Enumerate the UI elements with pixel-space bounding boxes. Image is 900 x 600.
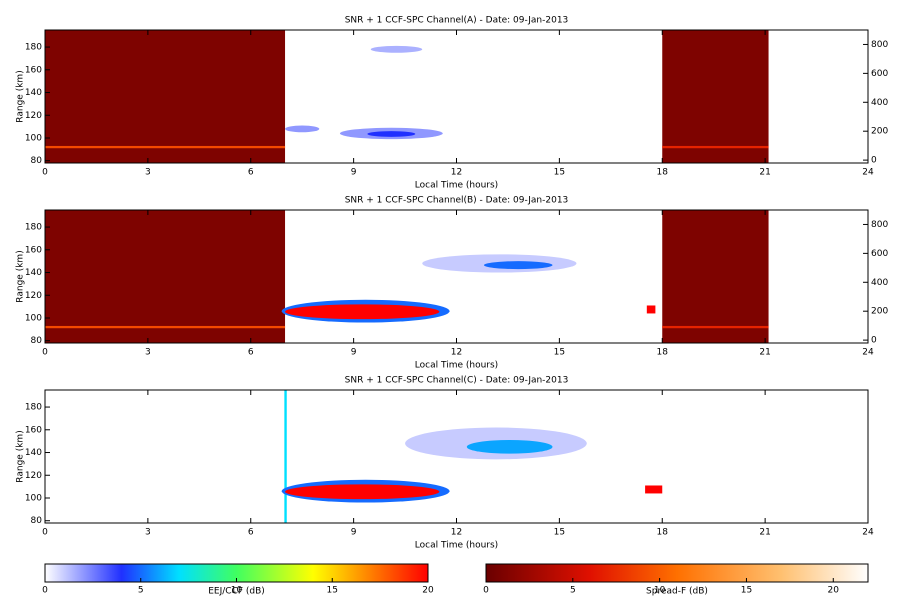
x-tick-label: 9 bbox=[351, 528, 357, 538]
y-tick-label: 100 bbox=[25, 133, 42, 143]
x-tick-label: 18 bbox=[657, 168, 669, 178]
y-tick-label: 120 bbox=[25, 291, 42, 301]
x-tick-label: 15 bbox=[554, 528, 565, 538]
x-tick-label: 0 bbox=[42, 348, 48, 358]
chart-title: SNR + 1 CCF-SPC Channel(B) - Date: 09-Ja… bbox=[345, 196, 569, 206]
heatmap-feature bbox=[45, 145, 286, 149]
heatmap-feature bbox=[370, 45, 423, 53]
colorbar-tick-label: 5 bbox=[138, 586, 144, 596]
y2-tick-label: 800 bbox=[871, 220, 888, 230]
heatmap-feature bbox=[285, 484, 440, 500]
y-tick-label: 80 bbox=[31, 516, 43, 526]
x-tick-label: 0 bbox=[42, 168, 48, 178]
y-axis-label: Range (km) bbox=[16, 70, 26, 122]
y-tick-label: 100 bbox=[25, 493, 42, 503]
heatmap-feature bbox=[662, 325, 769, 329]
heatmap-feature bbox=[662, 210, 769, 343]
heatmap-cells bbox=[45, 210, 769, 343]
y-tick-label: 100 bbox=[25, 313, 42, 323]
colorbar-tick-label: 10 bbox=[654, 586, 666, 596]
y-axis-label: Range (km) bbox=[16, 430, 26, 482]
y2-tick-label: 400 bbox=[871, 98, 888, 108]
x-tick-label: 12 bbox=[451, 348, 462, 358]
y2-tick-label: 800 bbox=[871, 40, 888, 50]
x-tick-label: 12 bbox=[451, 168, 462, 178]
heatmap-feature bbox=[284, 390, 287, 523]
chart-title: SNR + 1 CCF-SPC Channel(C) - Date: 09-Ja… bbox=[345, 376, 569, 386]
x-tick-label: 21 bbox=[759, 348, 770, 358]
colorbar bbox=[485, 563, 869, 583]
y-tick-label: 160 bbox=[25, 425, 42, 435]
x-tick-label: 24 bbox=[862, 528, 874, 538]
heatmap-cells bbox=[281, 390, 663, 523]
colorbar-tick-label: 0 bbox=[483, 586, 489, 596]
y-tick-label: 140 bbox=[25, 88, 42, 98]
colorbar-tick-label: 10 bbox=[231, 586, 243, 596]
y-tick-label: 140 bbox=[25, 268, 42, 278]
x-tick-label: 15 bbox=[554, 168, 565, 178]
x-tick-label: 24 bbox=[862, 168, 874, 178]
y-tick-label: 140 bbox=[25, 448, 42, 458]
y-tick-label: 180 bbox=[25, 223, 42, 233]
x-tick-label: 9 bbox=[351, 348, 357, 358]
x-axis-label: Local Time (hours) bbox=[415, 181, 498, 191]
x-tick-label: 3 bbox=[145, 168, 151, 178]
x-tick-label: 18 bbox=[657, 348, 669, 358]
y-tick-label: 120 bbox=[25, 111, 42, 121]
heatmap-feature bbox=[285, 304, 440, 320]
x-tick-label: 21 bbox=[759, 528, 770, 538]
y-tick-label: 160 bbox=[25, 65, 42, 75]
y-tick-label: 80 bbox=[31, 156, 43, 166]
y-axis-label: Range (km) bbox=[16, 250, 26, 302]
y-tick-label: 180 bbox=[25, 403, 42, 413]
y2-tick-label: 200 bbox=[871, 127, 888, 137]
colorbar-tick-label: 20 bbox=[828, 586, 840, 596]
x-tick-label: 0 bbox=[42, 528, 48, 538]
x-tick-label: 3 bbox=[145, 348, 151, 358]
chart-title: SNR + 1 CCF-SPC Channel(A) - Date: 09-Ja… bbox=[345, 16, 569, 26]
x-tick-label: 18 bbox=[657, 528, 669, 538]
x-tick-label: 12 bbox=[451, 528, 462, 538]
colorbar-tick-label: 20 bbox=[422, 586, 434, 596]
heatmap-feature bbox=[367, 131, 416, 137]
y2-tick-label: 0 bbox=[871, 156, 877, 166]
x-tick-label: 6 bbox=[248, 348, 254, 358]
heatmap-feature bbox=[45, 210, 286, 343]
colorbar-label: EEJ/CCF (dB) bbox=[208, 587, 265, 597]
x-tick-label: 24 bbox=[862, 348, 874, 358]
y2-tick-label: 600 bbox=[871, 249, 888, 259]
heatmap-feature bbox=[646, 305, 656, 314]
heatmap-feature bbox=[483, 261, 553, 270]
x-tick-label: 15 bbox=[554, 348, 565, 358]
x-tick-label: 6 bbox=[248, 168, 254, 178]
heatmap-feature bbox=[662, 145, 769, 149]
x-tick-label: 21 bbox=[759, 168, 770, 178]
colorbar-tick-label: 5 bbox=[570, 586, 576, 596]
colorbar-tick-label: 15 bbox=[741, 586, 752, 596]
y2-tick-label: 400 bbox=[871, 278, 888, 288]
y-tick-label: 120 bbox=[25, 471, 42, 481]
y-tick-label: 80 bbox=[31, 336, 43, 346]
heatmap-feature bbox=[645, 485, 663, 494]
x-tick-label: 3 bbox=[145, 528, 151, 538]
colorbar-tick-label: 15 bbox=[327, 586, 338, 596]
x-axis-label: Local Time (hours) bbox=[415, 541, 498, 551]
y-tick-label: 160 bbox=[25, 245, 42, 255]
x-tick-label: 9 bbox=[351, 168, 357, 178]
x-tick-label: 6 bbox=[248, 528, 254, 538]
colorbar-label: Spread-F (dB) bbox=[646, 587, 708, 597]
heatmap-feature bbox=[662, 30, 769, 163]
colorbar-tick-label: 0 bbox=[42, 586, 48, 596]
heatmap-cells bbox=[45, 30, 769, 163]
y2-tick-label: 0 bbox=[871, 336, 877, 346]
y2-tick-label: 200 bbox=[871, 307, 888, 317]
heatmap-feature bbox=[45, 325, 286, 329]
x-axis-label: Local Time (hours) bbox=[415, 361, 498, 371]
y-tick-label: 180 bbox=[25, 43, 42, 53]
heatmap-feature bbox=[285, 125, 320, 133]
heatmap-feature bbox=[466, 440, 553, 454]
heatmap-feature bbox=[45, 30, 286, 163]
y2-tick-label: 600 bbox=[871, 69, 888, 79]
